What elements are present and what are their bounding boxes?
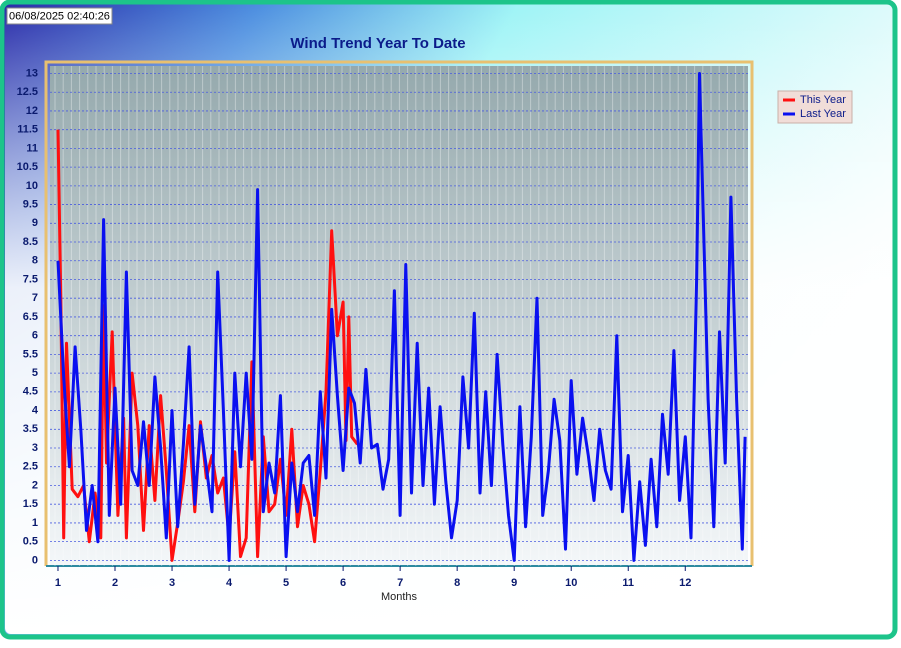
- y-tick-label: 1.5: [23, 498, 38, 510]
- legend: [777, 90, 853, 124]
- plot-border: [44, 60, 754, 566]
- y-tick-label: 8: [32, 255, 38, 267]
- timestamp: 06/08/2025 02:40:26: [9, 10, 110, 22]
- x-tick-label: 2: [112, 577, 118, 589]
- y-tick-label: 9: [32, 217, 38, 229]
- y-tick-label: 13: [26, 67, 38, 79]
- x-tick-label: 8: [454, 577, 460, 589]
- y-tick-label: 4.5: [23, 386, 38, 398]
- y-tick-label: 8.5: [23, 236, 38, 248]
- y-tick-label: 5.5: [23, 348, 38, 360]
- y-tick-label: 6: [32, 330, 38, 342]
- x-tick-label: 1: [55, 577, 61, 589]
- y-tick-label: 1: [32, 517, 38, 529]
- x-tick-label: 9: [511, 577, 517, 589]
- x-tick-label: 4: [226, 577, 233, 589]
- x-tick-label: 3: [169, 577, 175, 589]
- legend-label: This Year: [800, 94, 846, 106]
- y-tick-label: 10: [26, 180, 38, 192]
- y-tick-label: 5: [32, 367, 38, 379]
- x-tick-label: 6: [340, 577, 346, 589]
- y-tick-label: 0: [32, 554, 38, 566]
- x-tick-label: 12: [679, 577, 691, 589]
- x-tick-label: 10: [565, 577, 577, 589]
- series-line: [56, 72, 747, 562]
- y-tick-label: 6.5: [23, 311, 38, 323]
- y-tick-label: 0.5: [23, 536, 38, 548]
- legend-label: Last Year: [800, 108, 846, 120]
- y-tick-label: 2: [32, 479, 38, 491]
- y-tick-label: 12: [26, 105, 38, 117]
- y-tick-label: 7.5: [23, 273, 38, 285]
- chart-title: Wind Trend Year To Date: [290, 35, 465, 52]
- y-tick-label: 3.5: [23, 423, 38, 435]
- timestamp-box: [6, 7, 113, 25]
- x-axis-label: Months: [381, 591, 418, 603]
- y-tick-label: 3: [32, 442, 38, 454]
- legend-box: [777, 90, 853, 124]
- y-tick-label: 10.5: [17, 161, 38, 173]
- y-tick-label: 7: [32, 292, 38, 304]
- x-tick-label: 5: [283, 577, 289, 589]
- y-tick-label: 11: [26, 142, 38, 154]
- y-tick-label: 4: [32, 404, 39, 416]
- y-tick-label: 2.5: [23, 461, 38, 473]
- y-tick-label: 9.5: [23, 198, 38, 210]
- y-tick-label: 11.5: [17, 124, 38, 136]
- x-tick-label: 7: [397, 577, 403, 589]
- y-tick-label: 12.5: [17, 86, 38, 98]
- x-tick-label: 11: [622, 577, 634, 589]
